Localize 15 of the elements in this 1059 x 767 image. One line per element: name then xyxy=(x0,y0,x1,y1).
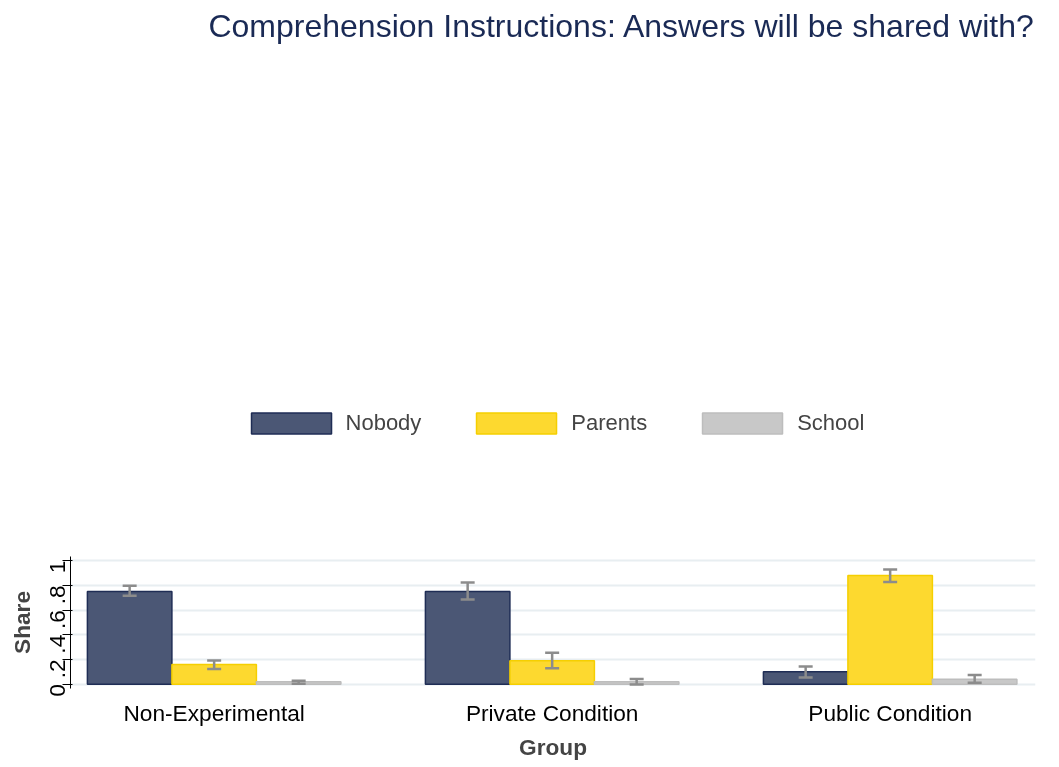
legend-label: School xyxy=(797,409,865,436)
x-tick-label: Non-Experimental xyxy=(123,699,305,726)
legend-label: Nobody xyxy=(345,409,422,436)
chart-title: Comprehension Instructions: Answers will be shared with? xyxy=(208,7,1034,44)
legend-label: Parents xyxy=(571,409,648,436)
y-tick-label: .8 xyxy=(44,585,70,605)
y-tick-label: .6 xyxy=(44,610,70,629)
y-tick-label: 1 xyxy=(44,560,70,574)
x-axis-title: Group xyxy=(519,733,587,760)
x-tick-label: Private Condition xyxy=(465,699,639,726)
y-tick-label: .2 xyxy=(44,659,70,679)
x-tick-label: Public Condition xyxy=(808,699,973,726)
y-axis-title: Share xyxy=(8,591,35,654)
y-tick-label: 0 xyxy=(44,684,70,697)
y-tick-label: .4 xyxy=(44,634,70,654)
